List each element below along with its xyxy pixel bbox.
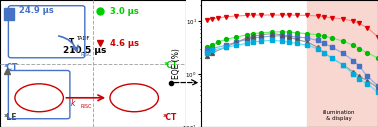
Text: RISC: RISC (80, 52, 91, 57)
Text: 3.0 μs: 3.0 μs (110, 7, 139, 16)
Y-axis label: EQE (%): EQE (%) (172, 48, 181, 79)
Text: ³CT: ³CT (164, 61, 178, 70)
Text: illumination
& display: illumination & display (323, 110, 355, 121)
Text: 4.6 μs: 4.6 μs (110, 39, 139, 48)
Text: TADF: TADF (77, 36, 91, 41)
Text: 210.5 μs: 210.5 μs (64, 46, 107, 55)
Text: ³CT: ³CT (4, 64, 18, 73)
Text: ³LE: ³LE (4, 113, 17, 122)
Bar (307, 0, 378, 127)
Text: k: k (71, 99, 75, 108)
Text: 24.9 μs: 24.9 μs (19, 6, 53, 15)
Bar (4, 8, 14, 20)
Text: τ: τ (69, 36, 74, 45)
Text: k: k (71, 46, 75, 55)
Text: RISC: RISC (80, 104, 91, 108)
Text: ³CT: ³CT (162, 113, 177, 122)
